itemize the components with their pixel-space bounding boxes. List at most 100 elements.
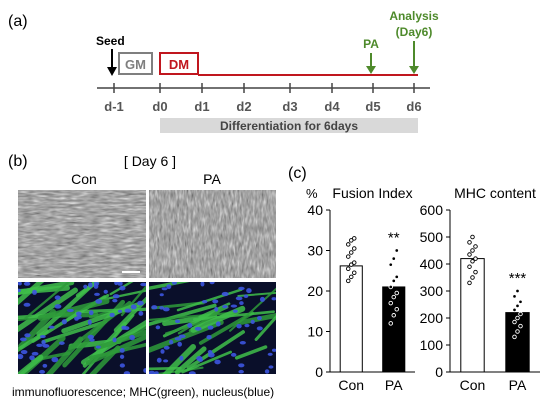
day-label: d6 (406, 99, 421, 114)
data-point (349, 274, 354, 280)
seed-label: Seed (96, 34, 125, 48)
category-label: Con (460, 377, 486, 393)
fusion-index-chart: Fusion Index 0 10 20 30 40 Con ** PA% (306, 185, 415, 393)
panel-c: (c) Fusion Index 0 10 20 30 40 Con ** PA% MHC co… (288, 165, 540, 393)
data-point (391, 278, 397, 284)
data-point (391, 256, 397, 261)
data-point (346, 266, 351, 271)
category-label: Con (338, 377, 364, 393)
y-tick-label: 300 (420, 283, 444, 299)
data-point (391, 313, 397, 318)
data-point (394, 248, 400, 253)
day-label: d0 (152, 99, 167, 114)
panel-b-label: (b) (8, 153, 28, 170)
data-point (467, 280, 472, 286)
data-point (346, 254, 351, 259)
data-point (470, 275, 475, 280)
data-point (346, 242, 351, 247)
data-point (515, 329, 520, 334)
data-point (467, 240, 472, 245)
day-label: d4 (324, 99, 340, 114)
data-point (388, 284, 394, 290)
data-point (352, 246, 357, 251)
data-point (391, 294, 397, 300)
pa-arrow-head (366, 66, 376, 74)
data-point (346, 278, 351, 284)
data-point (473, 256, 478, 261)
dm-label: DM (169, 57, 189, 72)
y-tick-label: 0 (435, 364, 443, 380)
dm-box (159, 52, 199, 75)
y-unit-label: % (306, 186, 318, 201)
data-point (512, 319, 517, 325)
immunofluorescence-con-image (18, 282, 146, 374)
image-caption: immunofluorescence; MHC(green), nucleus(… (12, 385, 274, 399)
analysis-arrow-head (409, 66, 419, 74)
category-label: PA (385, 377, 403, 393)
data-point (394, 274, 400, 280)
chart-title: Fusion Index (332, 185, 412, 201)
gm-box (118, 52, 153, 75)
bar-pa (505, 312, 530, 373)
seed-arrow-head (107, 67, 117, 76)
mhc-content-chart: MHC content 0 100 200 300 400 500 600 Con *** PA (420, 185, 540, 393)
data-point (388, 300, 394, 306)
panel-a: (a) Seed GM DM PA Analysis (Day6) d-1 d0 d… (8, 9, 439, 133)
data-point (518, 323, 523, 329)
data-point (512, 294, 517, 299)
data-point (512, 334, 517, 340)
data-point (515, 315, 520, 321)
data-point (349, 250, 354, 255)
timeline-days: d-1 d0 d1 d2 d3 d4 d5 d6 (104, 83, 422, 114)
differentiation-bar (160, 118, 418, 133)
data-point (388, 321, 394, 326)
data-point (473, 269, 478, 275)
chart-title: MHC content (454, 185, 536, 201)
analysis-label: Analysis (389, 9, 439, 23)
significance-marker: *** (509, 270, 527, 287)
y-tick-label: 0 (315, 364, 323, 380)
data-point (467, 264, 472, 269)
analysis-day-label: (Day6) (396, 25, 433, 39)
significance-marker: ** (388, 230, 400, 247)
data-point (470, 234, 475, 240)
panel-b: (b) [ Day 6 ] Con PA immunofluorescence;… (8, 153, 276, 399)
panel-c-label: (c) (288, 165, 307, 182)
bar-con (339, 265, 363, 373)
phase-contrast-pa-image (149, 190, 276, 278)
day-label: d2 (236, 99, 251, 114)
data-point (470, 248, 475, 253)
bar-pa (382, 286, 406, 373)
data-point (394, 306, 400, 312)
y-tick-label: 20 (307, 283, 323, 299)
bar-con (460, 258, 485, 373)
data-point (352, 270, 357, 276)
data-point (515, 303, 520, 309)
phase-contrast-con-image (18, 190, 146, 278)
panel-a-label: (a) (8, 13, 28, 30)
day-label: d-1 (104, 99, 124, 114)
y-tick-label: 200 (420, 310, 444, 326)
immunofluorescence-pa-image (149, 282, 276, 374)
data-point (473, 244, 478, 249)
data-point (512, 307, 517, 313)
differentiation-label: Differentiation for 6days (220, 119, 358, 133)
data-point (388, 262, 394, 267)
day-label: d5 (365, 99, 380, 114)
pa-treatment-label: PA (363, 37, 379, 51)
data-point (470, 259, 475, 264)
con-image-label: Con (71, 171, 97, 187)
day-label: d1 (194, 99, 209, 114)
data-point (349, 262, 354, 267)
data-point (394, 290, 400, 296)
day-label: d3 (282, 99, 297, 114)
data-point (349, 238, 354, 243)
data-point (518, 311, 523, 317)
data-point (515, 288, 520, 294)
y-tick-label: 10 (307, 324, 323, 340)
data-point (518, 299, 523, 305)
data-point (352, 236, 357, 241)
pa-image-label: PA (203, 171, 221, 187)
y-tick-label: 400 (420, 256, 444, 272)
